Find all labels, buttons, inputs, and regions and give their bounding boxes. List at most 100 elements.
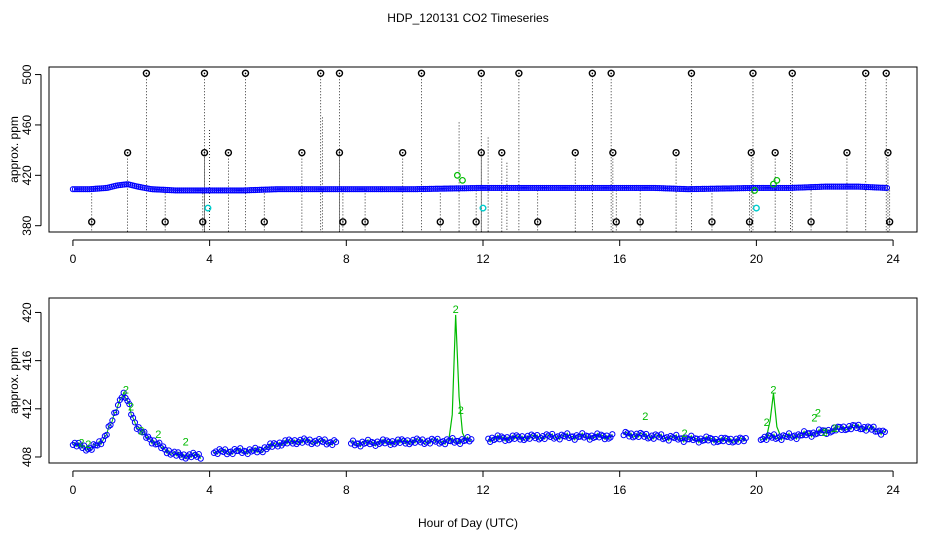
baseline-point <box>861 183 868 191</box>
baseline-point <box>332 186 339 193</box>
baseline-point <box>86 186 93 193</box>
baseline-point <box>393 186 400 193</box>
baseline-point <box>533 184 540 192</box>
baseline-point <box>283 186 290 193</box>
data-point <box>109 417 116 424</box>
baseline-point <box>299 186 306 193</box>
x-tick-label: 12 <box>476 483 490 497</box>
baseline-point <box>707 185 714 192</box>
baseline-point <box>373 186 380 193</box>
baseline-point <box>188 187 195 194</box>
baseline-point <box>440 185 448 192</box>
baseline-point <box>119 181 126 188</box>
baseline-point <box>498 184 505 192</box>
baseline-point <box>592 184 599 192</box>
baseline-point <box>276 186 284 193</box>
baseline-point <box>326 186 333 193</box>
baseline-point <box>812 183 819 191</box>
flagged-point <box>571 148 579 157</box>
flagged-point <box>745 218 754 226</box>
baseline-point <box>281 186 288 193</box>
top-data-points <box>69 69 894 226</box>
point-label: 2 <box>123 385 129 397</box>
baseline-point <box>672 185 679 192</box>
flagged-point-center <box>675 151 677 154</box>
baseline-point <box>153 186 161 193</box>
data-point <box>332 439 340 446</box>
baseline-point <box>334 186 341 193</box>
baseline-point <box>162 186 169 193</box>
baseline-point <box>848 183 856 190</box>
baseline-point <box>639 184 647 192</box>
baseline-point <box>385 186 392 193</box>
baseline-point <box>88 185 95 193</box>
flagged-point-center <box>203 151 206 154</box>
baseline-point <box>170 187 177 194</box>
data-point <box>158 444 165 452</box>
baseline-point <box>297 186 304 193</box>
baseline-point <box>424 185 431 193</box>
baseline-point <box>121 181 128 188</box>
x-tick-label: 24 <box>886 252 900 266</box>
data-point <box>394 436 402 443</box>
flagged-point <box>298 148 306 157</box>
baseline-point <box>166 187 173 194</box>
data-point <box>120 389 127 396</box>
baseline-point <box>219 187 226 194</box>
flagged-point <box>807 218 815 226</box>
baseline-point <box>693 185 700 193</box>
data-point <box>351 442 358 449</box>
x-tick-label: 16 <box>613 483 627 497</box>
baseline-point <box>527 184 534 192</box>
flagged-point <box>708 218 716 226</box>
data-point <box>573 432 580 439</box>
baseline-point <box>580 184 587 192</box>
baseline-point <box>561 184 569 192</box>
data-point <box>423 439 430 446</box>
cyan-point <box>204 204 212 212</box>
data-point <box>517 436 524 443</box>
baseline-point <box>709 185 716 192</box>
baseline-point <box>354 186 362 193</box>
baseline-point <box>807 184 815 191</box>
data-point <box>859 425 866 433</box>
point-label: 2 <box>78 438 84 450</box>
baseline-point <box>701 185 708 192</box>
baseline-point <box>375 186 382 193</box>
baseline-point <box>174 187 181 194</box>
data-point <box>806 430 813 437</box>
baseline-point <box>609 184 616 192</box>
baseline-point <box>652 184 659 192</box>
baseline-point <box>377 186 384 193</box>
baseline-point <box>615 184 622 192</box>
baseline-point <box>155 186 163 193</box>
baseline-point <box>732 185 739 192</box>
flagged-point <box>607 69 615 77</box>
baseline-point <box>787 184 794 192</box>
flagged-point-center <box>164 221 166 223</box>
baseline-point <box>151 186 159 193</box>
baseline-point <box>389 186 396 193</box>
x-tick-label: 16 <box>613 252 627 266</box>
baseline-point <box>186 187 193 194</box>
baseline-point <box>438 185 446 192</box>
baseline-point <box>360 186 368 193</box>
baseline-point <box>551 184 558 192</box>
baseline-point <box>736 185 743 192</box>
flagged-point-center <box>203 72 206 75</box>
baseline-point <box>436 185 444 192</box>
flagged-point <box>588 69 597 77</box>
baseline-point <box>881 184 888 191</box>
baseline-point <box>82 186 89 193</box>
baseline-point <box>625 184 632 192</box>
baseline-point <box>266 186 273 193</box>
baseline-point <box>514 184 521 192</box>
baseline-point <box>588 184 595 192</box>
point-label: 2 <box>458 405 464 417</box>
baseline-point <box>379 186 386 193</box>
baseline-point <box>313 186 321 193</box>
flagged-point-center <box>846 151 848 154</box>
top-x-axis: 0 4 8 12 16 20 24 <box>70 239 900 266</box>
baseline-point <box>689 186 696 193</box>
baseline-point <box>686 186 694 193</box>
